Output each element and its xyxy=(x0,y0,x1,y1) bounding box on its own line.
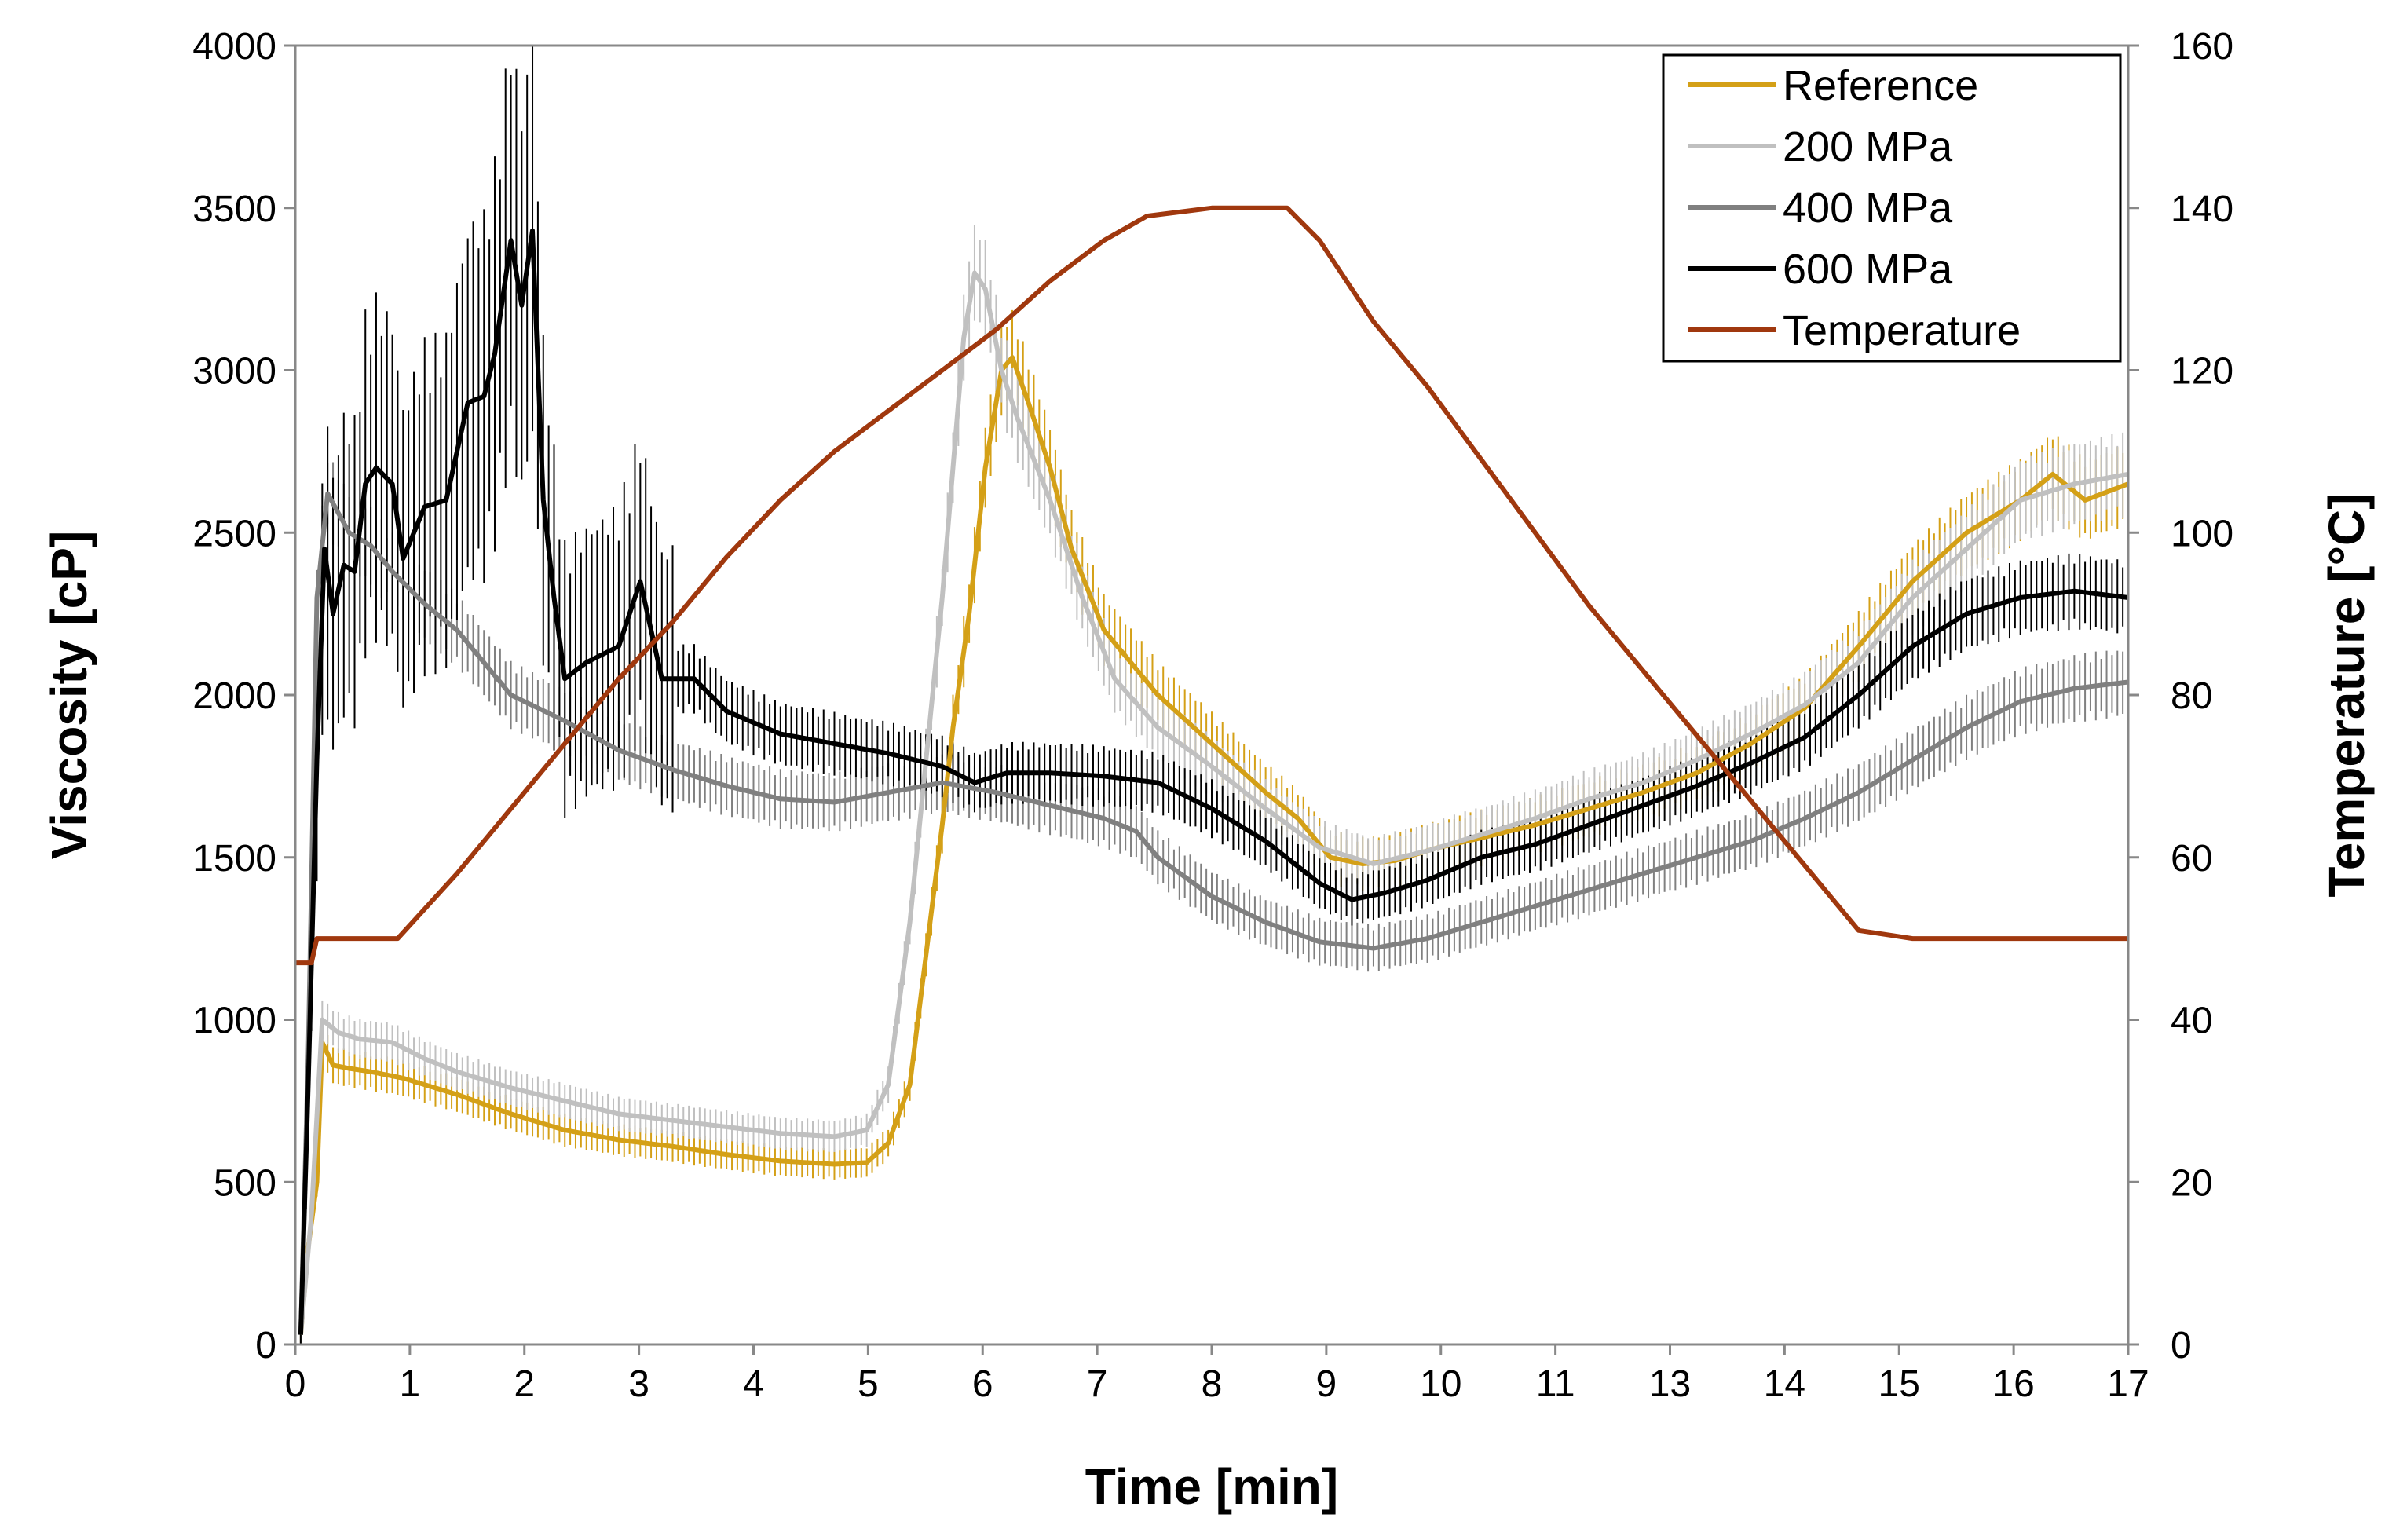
series-line-temperature xyxy=(295,205,2128,966)
x-tick-label: 1 xyxy=(400,1363,421,1405)
y-tick-label: 3000 xyxy=(192,351,276,393)
y-tick-label: 1000 xyxy=(192,1000,276,1042)
y-axis-title: Viscosity [cP] xyxy=(41,531,97,860)
y-tick-label: 2500 xyxy=(192,513,276,554)
x-tick-label: 4 xyxy=(743,1363,764,1405)
x-tick-label: 11 xyxy=(1536,1363,1575,1405)
x-tick-label: 3 xyxy=(628,1363,649,1405)
y2-tick-label: 160 xyxy=(2171,26,2233,68)
legend-label: Temperature xyxy=(1783,307,2021,354)
y2-tick-label: 0 xyxy=(2171,1325,2192,1366)
x-tick-label: 15 xyxy=(1878,1363,1920,1405)
x-axis-title: Time [min] xyxy=(1085,1458,1338,1515)
x-tick-label: 6 xyxy=(972,1363,993,1405)
y2-tick-label: 80 xyxy=(2171,675,2212,717)
x-tick-label: 5 xyxy=(858,1363,879,1405)
y-tick-label: 1500 xyxy=(192,838,276,880)
legend: Reference 200 MPa 400 MPa 600 MPa Temperatur… xyxy=(1662,53,2122,363)
series-lines-layer xyxy=(295,205,2130,1335)
y-tick-label: 0 xyxy=(255,1325,276,1366)
x-tick-label: 8 xyxy=(1202,1363,1223,1405)
x-tick-label: 0 xyxy=(285,1363,306,1405)
y2-tick-label: 40 xyxy=(2171,1000,2212,1042)
y-axis-left: 0 500 1000 1500 2000 2500 3000 3500 4000 xyxy=(192,26,295,1366)
x-tick-label: 2 xyxy=(514,1363,535,1405)
x-tick-label: 10 xyxy=(1420,1363,1461,1405)
y2-tick-label: 120 xyxy=(2171,351,2233,393)
y2-tick-label: 20 xyxy=(2171,1162,2212,1204)
legend-label: 400 MPa xyxy=(1783,185,1953,232)
x-tick-label: 17 xyxy=(2107,1363,2149,1405)
y-tick-label: 4000 xyxy=(192,26,276,68)
y2-tick-label: 140 xyxy=(2171,188,2233,230)
y-tick-label: 3500 xyxy=(192,188,276,230)
y2-tick-label: 100 xyxy=(2171,513,2233,554)
y-axis-right: 0 20 40 60 80 100 120 140 160 xyxy=(2128,26,2233,1366)
legend-label: 600 MPa xyxy=(1783,246,1953,293)
y2-tick-label: 60 xyxy=(2171,838,2212,880)
x-tick-label: 9 xyxy=(1316,1363,1337,1405)
series-line-600-mpa xyxy=(298,228,2129,1335)
x-tick-label: 16 xyxy=(1992,1363,2034,1405)
legend-label: 200 MPa xyxy=(1783,123,1953,170)
legend-label: Reference xyxy=(1783,62,1978,109)
y-tick-label: 500 xyxy=(214,1162,276,1204)
series-line-400-mpa xyxy=(298,491,2129,1335)
x-tick-label: 7 xyxy=(1087,1363,1108,1405)
legend-items: Reference 200 MPa 400 MPa 600 MPa Temperatur… xyxy=(1688,62,2021,354)
x-axis: 0 1 2 3 4 5 6 7 8 9 10 11 13 14 15 16 17 xyxy=(285,1344,2149,1405)
x-tick-label: 14 xyxy=(1764,1363,1805,1405)
x-tick-label: 13 xyxy=(1649,1363,1691,1405)
y2-axis-title: Temperature [°C] xyxy=(2318,492,2375,897)
y-tick-label: 2000 xyxy=(192,675,276,717)
series-line-reference xyxy=(298,355,2130,1335)
